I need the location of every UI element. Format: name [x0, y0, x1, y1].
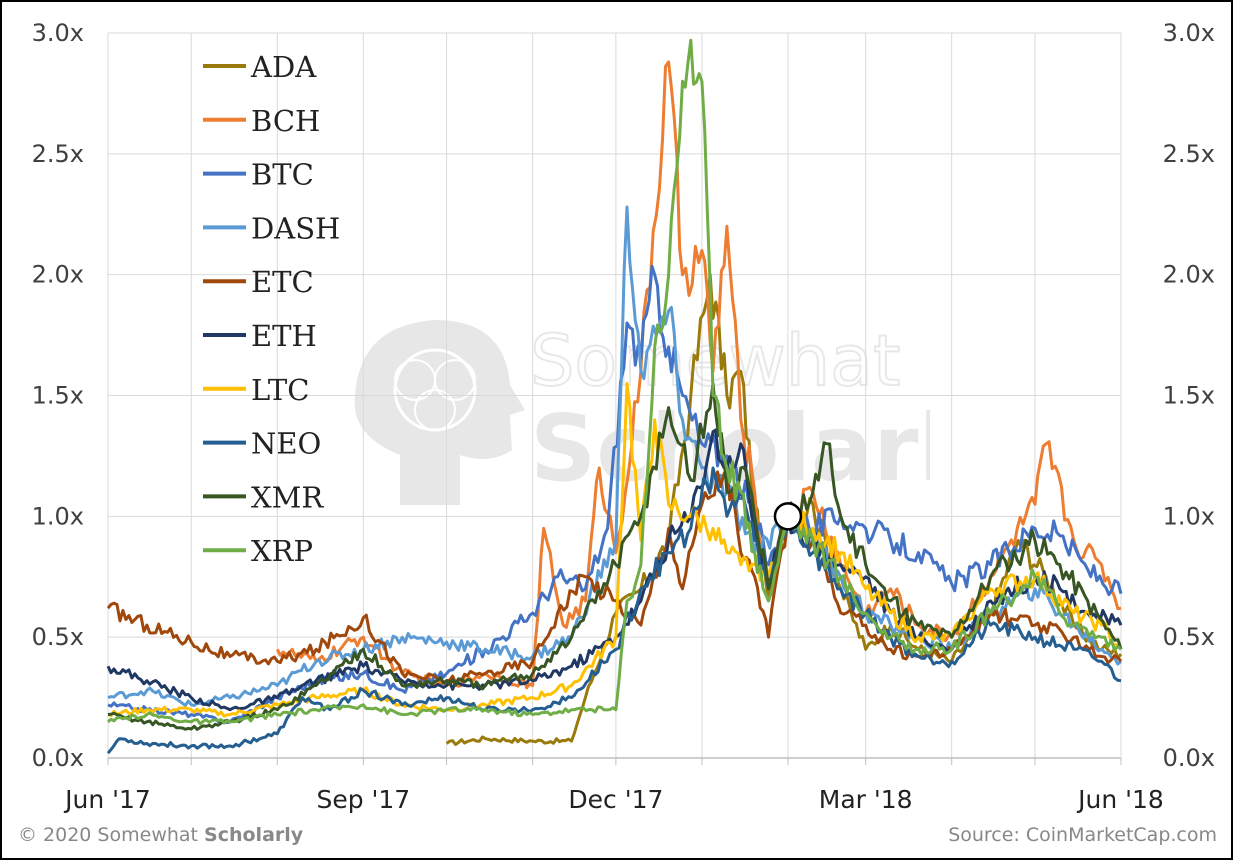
legend-label-xrp: XRP — [251, 534, 313, 568]
y-tick-label: 0.5x — [32, 623, 84, 651]
y-tick-label: 2.5x — [32, 140, 84, 168]
y-tick-label: 3.0x — [32, 19, 84, 47]
marker — [773, 502, 803, 531]
legend-label-xmr: XMR — [251, 480, 324, 514]
y-axis-left: 0.0x 0.5x 1.0x 1.5x 2.0x 2.5x 3.0x — [32, 19, 84, 772]
copyright: © 2020 Somewhat Scholarly — [18, 824, 303, 846]
series-line-xmr — [107, 381, 1123, 731]
y-axis-right: 0.0x 0.5x 1.0x 1.5x 2.0x 2.5x 3.0x — [1163, 19, 1215, 772]
y-tick-label-right: 0.5x — [1163, 623, 1215, 651]
y-tick-label-right: 1.5x — [1163, 382, 1215, 410]
y-tick-label: 0.0x — [32, 744, 84, 772]
source-note: Source: CoinMarketCap.com — [948, 824, 1217, 846]
y-tick-label-right: 1.0x — [1163, 502, 1215, 530]
y-tick-label-right: 0.0x — [1163, 744, 1215, 772]
copyright-prefix: © 2020 Somewhat — [18, 824, 205, 846]
series-line-xrp — [107, 38, 1123, 726]
x-tick-label: Jun '17 — [63, 785, 151, 814]
series-line-neo — [106, 466, 1122, 755]
x-axis: Jun '17 Sep '17 Dec '17 Mar '18 Jun '18 — [63, 785, 1164, 814]
legend: ADA BCH BTC DASH ETC ETH LTC NEO XMR XRP — [203, 50, 340, 568]
series-lines — [106, 38, 1123, 755]
legend-label-ada: ADA — [250, 50, 317, 84]
legend-label-dash: DASH — [251, 211, 340, 245]
marker-circle — [773, 502, 803, 531]
x-tick-label: Mar '18 — [819, 785, 913, 814]
legend-label-btc: BTC — [251, 158, 314, 192]
copyright-brand: Scholarly — [204, 824, 304, 846]
y-tick-label: 1.0x — [32, 502, 84, 530]
legend-label-ltc: LTC — [251, 373, 309, 407]
legend-label-eth: ETH — [251, 319, 317, 353]
y-tick-label-right: 3.0x — [1163, 19, 1215, 47]
y-tick-label: 1.5x — [32, 382, 84, 410]
legend-label-neo: NEO — [251, 427, 321, 461]
y-tick-label-right: 2.0x — [1163, 261, 1215, 289]
legend-label-bch: BCH — [251, 104, 320, 138]
legend-label-etc: ETC — [251, 265, 314, 299]
x-tick-label: Sep '17 — [316, 785, 410, 814]
x-tick-label: Dec '17 — [568, 785, 663, 814]
x-tick-label: Jun '18 — [1076, 785, 1164, 814]
y-tick-label: 2.0x — [32, 261, 84, 289]
y-tick-label-right: 2.5x — [1163, 140, 1215, 168]
